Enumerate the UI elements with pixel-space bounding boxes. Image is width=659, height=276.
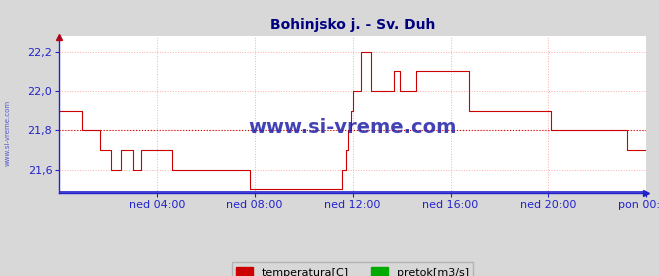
Text: www.si-vreme.com: www.si-vreme.com [248,118,457,137]
Legend: temperatura[C], pretok[m3/s]: temperatura[C], pretok[m3/s] [232,262,473,276]
Title: Bohinjsko j. - Sv. Duh: Bohinjsko j. - Sv. Duh [270,18,435,32]
Text: www.si-vreme.com: www.si-vreme.com [5,99,11,166]
